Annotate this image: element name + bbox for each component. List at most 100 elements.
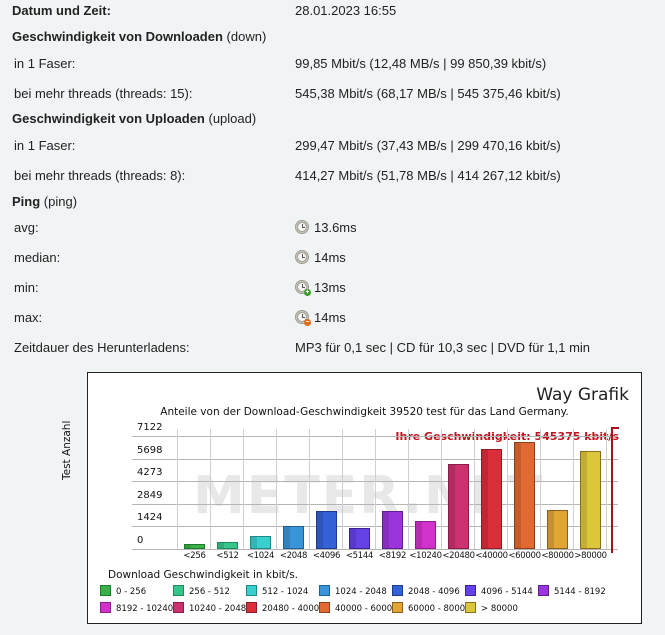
legend-swatch xyxy=(246,585,257,596)
legend-swatch xyxy=(173,602,184,613)
legend-item: 4096 - 5144 xyxy=(465,585,533,597)
your-speed-marker xyxy=(611,427,613,553)
gridline xyxy=(375,429,376,549)
clock-minus-icon: − xyxy=(295,310,311,326)
ping-heading-title: Ping xyxy=(12,194,41,209)
gridline xyxy=(342,429,343,549)
gridline xyxy=(276,429,277,549)
chart-bar xyxy=(184,543,205,549)
speed-distribution-chart: Way Grafik Anteile von der Download-Gesc… xyxy=(61,372,642,624)
x-tick-label: <512 xyxy=(216,551,239,561)
clock-icon xyxy=(295,220,309,234)
legend-item: 0 - 256 xyxy=(100,585,146,597)
legend-item: 8192 - 10240 xyxy=(100,602,173,614)
gridline xyxy=(441,429,442,549)
legend-label: 8192 - 10240 xyxy=(116,604,174,614)
ping-avg-label: avg: xyxy=(14,220,39,235)
chart-bar xyxy=(217,541,238,549)
legend-swatch xyxy=(246,602,257,613)
chart-bar xyxy=(547,509,568,549)
gridline xyxy=(210,429,211,549)
gridline xyxy=(132,549,618,550)
x-tick-label: <256 xyxy=(183,551,206,561)
upload-single-value: 299,47 Mbit/s (37,43 MB/s | 299 470,16 k… xyxy=(295,138,561,153)
y-tick-label: 1424 xyxy=(137,512,163,524)
legend-swatch xyxy=(100,602,111,613)
gridline xyxy=(243,429,244,549)
legend-label: 256 - 512 xyxy=(189,587,230,597)
legend-label: 512 - 1024 xyxy=(262,587,309,597)
chart-bar xyxy=(349,527,370,549)
x-tick-label: <5144 xyxy=(345,551,374,561)
legend-item: 2048 - 4096 xyxy=(392,585,460,597)
upload-single-label: in 1 Faser: xyxy=(14,138,76,153)
upload-multi-label: bei mehr threads (threads: 8): xyxy=(14,168,186,183)
ping-avg-value: 13.6ms xyxy=(314,220,357,235)
legend-item: 512 - 1024 xyxy=(246,585,308,597)
legend-item: 5144 - 8192 xyxy=(538,585,606,597)
legend-swatch xyxy=(465,585,476,596)
upload-multi-value: 414,27 Mbit/s (51,78 MB/s | 414 267,12 k… xyxy=(295,168,561,183)
download-multi-value: 545,38 Mbit/s (68,17 MB/s | 545 375,46 k… xyxy=(295,86,561,101)
chart-bar xyxy=(316,510,337,549)
chart-bar xyxy=(448,464,469,549)
duration-value: MP3 für 0,1 sec | CD für 10,3 sec | DVD … xyxy=(295,340,591,355)
gridline xyxy=(573,429,574,549)
upload-heading-title: Geschwindigkeit von Uploaden xyxy=(12,111,205,126)
legend-label: > 80000 xyxy=(481,604,518,614)
gridline xyxy=(606,429,607,549)
legend-label: 5144 - 8192 xyxy=(554,587,606,597)
legend-item: 256 - 512 xyxy=(173,585,230,597)
legend-item: 60000 - 80000 xyxy=(392,602,471,614)
legend-label: 1024 - 2048 xyxy=(335,587,387,597)
chart-y-axis-label: Test Anzahl xyxy=(61,420,73,480)
legend-item: 1024 - 2048 xyxy=(319,585,387,597)
download-single-value: 99,85 Mbit/s (12,48 MB/s | 99 850,39 kbi… xyxy=(295,56,547,71)
gridline xyxy=(408,429,409,549)
x-tick-label: <20480 xyxy=(442,551,475,561)
x-tick-label: >80000 xyxy=(574,551,607,561)
ping-max-value: 14ms xyxy=(314,310,346,325)
chart-bar xyxy=(481,449,502,549)
x-tick-label: <80000 xyxy=(541,551,574,561)
upload-heading-suffix: (upload) xyxy=(204,111,257,126)
ping-median-label: median: xyxy=(14,250,61,265)
your-speed-marker-cap xyxy=(611,427,619,429)
chart-bar xyxy=(580,451,601,549)
legend-label: 2048 - 4096 xyxy=(408,587,460,597)
datetime-label: Datum und Zeit: xyxy=(12,3,111,18)
legend-item: 40000 - 60000 xyxy=(319,602,398,614)
legend-swatch xyxy=(465,602,476,613)
download-multi-label: bei mehr threads (threads: 15): xyxy=(14,86,193,101)
legend-swatch xyxy=(538,585,549,596)
duration-label: Zeitdauer des Herunterladens: xyxy=(14,340,190,355)
download-single-label: in 1 Faser: xyxy=(14,56,76,71)
ping-heading-suffix: (ping) xyxy=(40,194,78,209)
chart-bar xyxy=(514,442,535,549)
legend-swatch xyxy=(319,602,330,613)
download-heading-suffix: (down) xyxy=(222,29,267,44)
legend-swatch xyxy=(100,585,111,596)
legend-swatch xyxy=(173,585,184,596)
x-tick-label: <2048 xyxy=(279,551,308,561)
legend-label: 20480 - 40000 xyxy=(262,604,325,614)
x-tick-label: <4096 xyxy=(312,551,341,561)
gridline xyxy=(177,429,178,549)
gridline xyxy=(540,429,541,549)
legend-label: 0 - 256 xyxy=(116,587,147,597)
x-tick-label: <8192 xyxy=(378,551,407,561)
ping-max-label: max: xyxy=(14,310,43,325)
legend-item: 10240 - 20480 xyxy=(173,602,252,614)
legend-item: > 80000 xyxy=(465,602,518,614)
x-tick-label: <60000 xyxy=(508,551,541,561)
legend-label: 4096 - 5144 xyxy=(481,587,533,597)
legend-item: 20480 - 40000 xyxy=(246,602,325,614)
chart-title: Way Grafik xyxy=(536,385,629,405)
y-tick-label: 5698 xyxy=(137,444,163,456)
datetime-value: 28.01.2023 16:55 xyxy=(295,3,397,18)
clock-icon xyxy=(295,250,309,264)
x-tick-label: <40000 xyxy=(475,551,508,561)
ping-median-value: 14ms xyxy=(314,250,346,265)
y-tick-label: 4273 xyxy=(137,467,163,479)
y-tick-label: 0 xyxy=(137,535,144,546)
